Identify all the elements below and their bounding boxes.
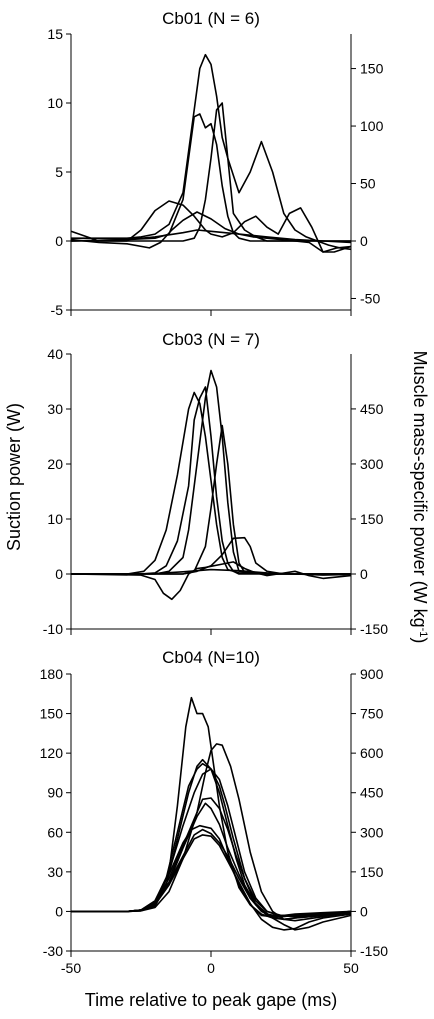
y-tick-label: 60 <box>47 824 63 840</box>
panel-2: Cb03 (N = 7) -10 0 10 20 30 40 -150 0 150 300 450 <box>43 330 388 637</box>
series-line-4 <box>71 768 352 918</box>
y-tick-label: 90 <box>47 785 63 801</box>
y2-tick-label: 150 <box>360 864 384 880</box>
y-tick-label: -10 <box>43 621 63 637</box>
series-line-4 <box>71 424 351 575</box>
y2-tick-label: -150 <box>360 943 388 959</box>
y-tick-label: -5 <box>51 302 64 318</box>
y-tick-label: 150 <box>40 706 64 722</box>
y2-tick-label: 900 <box>360 666 384 682</box>
series-line-3 <box>71 102 351 242</box>
y2-tick-label: 150 <box>360 61 384 77</box>
x-tick-label: 0 <box>207 960 215 976</box>
y-axis-label-right-sup: -1 <box>417 628 429 638</box>
x-tick-label: -50 <box>61 960 81 976</box>
y-axis-label-left: Suction power (W) <box>4 403 24 551</box>
series-line-4 <box>70 200 352 253</box>
y-tick-label: 0 <box>55 903 63 919</box>
y-tick-label: -30 <box>43 943 63 959</box>
y-tick-label: 5 <box>55 164 63 180</box>
y-tick-label: 20 <box>47 456 63 472</box>
panel-title: Cb03 (N = 7) <box>162 330 260 349</box>
series-line-1 <box>71 696 352 918</box>
y2-tick-label: -50 <box>360 290 380 306</box>
y-tick-label: 10 <box>47 511 63 527</box>
y-tick-label: 0 <box>55 566 63 582</box>
series-line-6 <box>70 229 352 244</box>
series-line-10 <box>71 802 352 921</box>
series-line-3 <box>71 758 352 918</box>
y2-tick-label: -150 <box>360 621 388 637</box>
series-line-6 <box>71 536 351 575</box>
y2-tick-label: 300 <box>360 824 384 840</box>
y-axis-label-right-main: Muscle mass-specific power (W kg <box>410 351 430 628</box>
y2-tick-label: 0 <box>360 566 368 582</box>
y2-tick-label: 0 <box>360 903 368 919</box>
y2-tick-label: 600 <box>360 745 384 761</box>
series-line-5 <box>70 211 352 253</box>
series-line-2 <box>71 762 352 918</box>
series-line-7 <box>71 568 352 576</box>
panel-title: Cb01 (N = 6) <box>162 9 260 28</box>
series-line-8 <box>71 834 352 931</box>
y-axis-label-right-close: ) <box>410 637 430 643</box>
panel-title: Cb04 (N=10) <box>162 648 260 667</box>
y2-tick-label: 750 <box>360 706 384 722</box>
y-axis-label-right: Muscle mass-specific power (W kg-1) <box>410 351 430 644</box>
series-line-1 <box>71 391 351 575</box>
y-tick-label: 0 <box>55 233 63 249</box>
y2-tick-label: 150 <box>360 511 384 527</box>
y-tick-label: 180 <box>40 666 64 682</box>
y2-tick-label: 450 <box>360 785 384 801</box>
series-line-5 <box>70 561 352 601</box>
series-line-5 <box>71 743 352 922</box>
series-line-6 <box>71 797 352 917</box>
y2-tick-label: 0 <box>360 233 368 249</box>
panel-3: Cb04 (N=10) -30 0 30 60 90 120 150 180 -150 0 150 30… <box>40 648 389 976</box>
y-tick-label: 120 <box>40 745 64 761</box>
y-tick-label: 40 <box>47 346 63 362</box>
series-line-3 <box>71 369 351 575</box>
y2-tick-label: 50 <box>360 176 376 192</box>
series-line-9 <box>71 824 352 921</box>
series-line-1 <box>71 53 352 251</box>
y2-tick-label: 100 <box>360 118 384 134</box>
y2-tick-label: 300 <box>360 456 384 472</box>
x-axis-label: Time relative to peak gape (ms) <box>85 990 337 1010</box>
x-tick-label: 50 <box>343 960 359 976</box>
y2-tick-label: 450 <box>360 401 384 417</box>
y-tick-label: 30 <box>47 401 63 417</box>
y-tick-label: 15 <box>47 26 63 42</box>
y-tick-label: 30 <box>47 864 63 880</box>
y-tick-label: 10 <box>47 95 63 111</box>
